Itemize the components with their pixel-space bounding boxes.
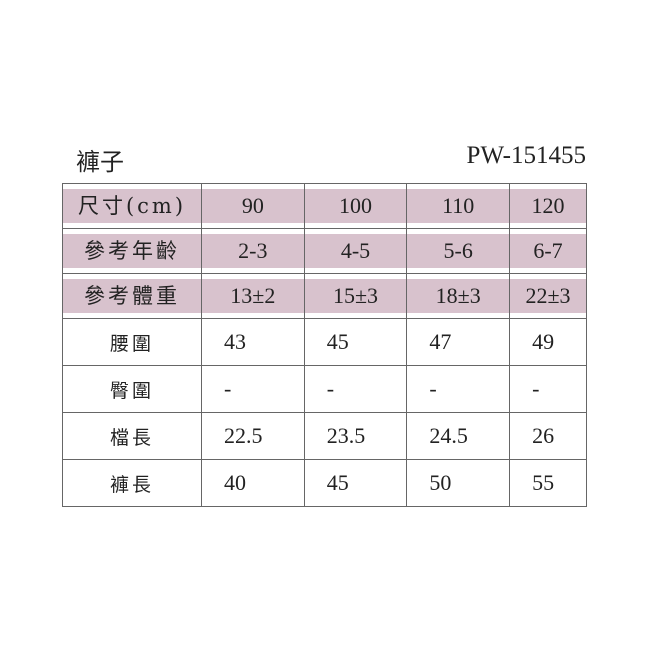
- header-band: 參考體重: [63, 279, 201, 313]
- cell-value: 55: [532, 470, 555, 495]
- cell-value: 26: [532, 423, 555, 448]
- value-cell: 43: [201, 318, 305, 366]
- table-row: 檔長 22.5 23.5 24.5 26: [62, 412, 587, 460]
- value-cell: 22.5: [201, 412, 305, 460]
- value-cell: 2-3: [201, 228, 305, 274]
- value-cell: 50: [406, 459, 511, 507]
- cell-value: 49: [532, 329, 555, 354]
- value-cell: 22±3: [509, 273, 587, 319]
- value-cell: -: [201, 365, 305, 413]
- cell-value: 23.5: [326, 423, 366, 448]
- cell-value: -: [326, 376, 335, 401]
- product-title: 褲子: [76, 148, 124, 176]
- value-cell: 24.5: [406, 412, 511, 460]
- header-band: 120: [510, 189, 586, 223]
- cell-value: -: [429, 376, 437, 401]
- row-label-cell: 褲長: [62, 459, 202, 507]
- value-cell: 47: [406, 318, 511, 366]
- value-cell: 15±3: [303, 273, 408, 319]
- value-cell: 13±2: [201, 273, 305, 319]
- header-band: 13±2: [202, 279, 304, 313]
- header-band: 5-6: [407, 234, 510, 268]
- header-band: 2-3: [202, 234, 304, 268]
- row-label: 褲長: [109, 473, 154, 496]
- value-cell: 40: [201, 459, 305, 507]
- header-band: 4-5: [304, 234, 407, 268]
- header-band: 尺寸(cm): [63, 189, 201, 223]
- cell-value: -: [224, 376, 232, 401]
- size-chart-table: 尺寸(cm) 90 100 110 120 參考年齡 2-3 4-5 5-6 6-7 參考體重 13±…: [62, 183, 587, 507]
- header-row: 參考年齡 2-3 4-5 5-6 6-7: [62, 228, 587, 274]
- row-label: 腰圍: [109, 332, 154, 355]
- cell-value: 22.5: [224, 423, 263, 448]
- row-label-cell: 臀圍: [62, 365, 202, 413]
- table-row: 腰圍 43 45 47 49: [62, 318, 587, 366]
- value-cell: 55: [509, 459, 587, 507]
- header-row: 尺寸(cm) 90 100 110 120: [62, 183, 587, 229]
- header-band: 參考年齡: [63, 234, 201, 268]
- value-cell: 18±3: [406, 273, 511, 319]
- header-band: 15±3: [304, 279, 407, 313]
- cell-value: -: [532, 376, 540, 401]
- cell-value: 43: [224, 329, 246, 354]
- header-row: 參考體重 13±2 15±3 18±3 22±3: [62, 273, 587, 319]
- product-code: PW-151455: [466, 142, 586, 169]
- cell-value: 24.5: [429, 423, 468, 448]
- value-cell: 120: [509, 183, 587, 229]
- value-cell: 110: [406, 183, 511, 229]
- value-cell: 45: [303, 318, 408, 366]
- cell-value: 47: [429, 329, 452, 354]
- cell-value: 40: [224, 470, 246, 495]
- value-cell: 4-5: [303, 228, 408, 274]
- table-row: 褲長 40 45 50 55: [62, 459, 587, 507]
- row-label-cell: 參考年齡: [62, 228, 202, 274]
- header-band: 18±3: [407, 279, 510, 313]
- header-band: 6-7: [510, 234, 586, 268]
- cell-value: 45: [326, 470, 349, 495]
- row-label: 檔長: [109, 426, 154, 449]
- value-cell: 23.5: [303, 412, 408, 460]
- table-row: 臀圍 - - - -: [62, 365, 587, 413]
- value-cell: -: [509, 365, 587, 413]
- header-band: 100: [304, 189, 407, 223]
- header-band: 90: [202, 189, 304, 223]
- header-band: 110: [407, 189, 510, 223]
- value-cell: 6-7: [509, 228, 587, 274]
- value-cell: 100: [303, 183, 408, 229]
- row-label-cell: 參考體重: [62, 273, 202, 319]
- value-cell: -: [303, 365, 408, 413]
- value-cell: 90: [201, 183, 305, 229]
- value-cell: 49: [509, 318, 587, 366]
- row-label: 臀圍: [109, 379, 154, 402]
- value-cell: 45: [303, 459, 408, 507]
- cell-value: 50: [429, 470, 452, 495]
- header-band: 22±3: [510, 279, 586, 313]
- value-cell: 26: [509, 412, 587, 460]
- row-label-cell: 腰圍: [62, 318, 202, 366]
- row-label-cell: 尺寸(cm): [62, 183, 202, 229]
- row-label-cell: 檔長: [62, 412, 202, 460]
- value-cell: 5-6: [406, 228, 511, 274]
- cell-value: 45: [326, 329, 349, 354]
- value-cell: -: [406, 365, 511, 413]
